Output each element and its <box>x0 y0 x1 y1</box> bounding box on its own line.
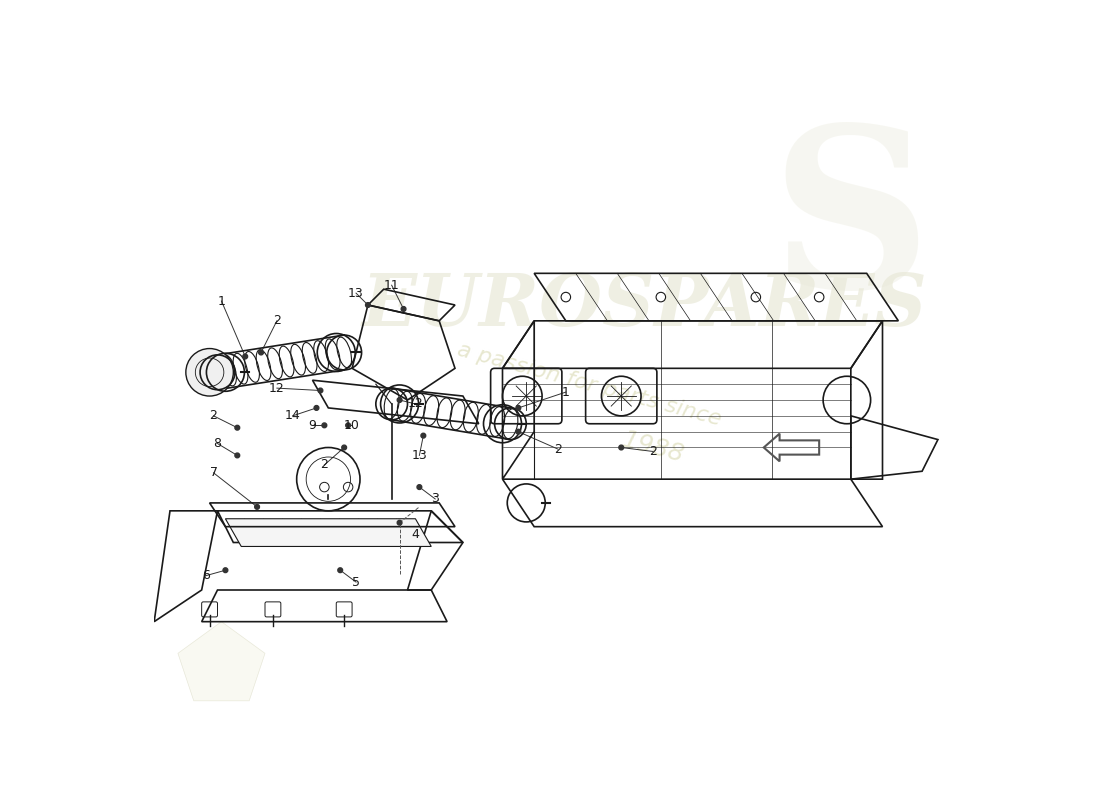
Text: 13: 13 <box>411 449 427 462</box>
Text: EUROSPARES: EUROSPARES <box>362 270 927 341</box>
Circle shape <box>342 445 346 450</box>
Circle shape <box>345 423 351 428</box>
Text: 2: 2 <box>320 458 328 471</box>
Text: 9: 9 <box>309 419 317 432</box>
Circle shape <box>402 306 406 311</box>
Text: 2: 2 <box>554 442 562 455</box>
Text: 4: 4 <box>411 528 419 541</box>
Text: 11: 11 <box>384 278 399 292</box>
Circle shape <box>619 445 624 450</box>
Text: 12: 12 <box>270 382 285 394</box>
Text: 2: 2 <box>210 410 218 422</box>
Text: 10: 10 <box>344 419 360 432</box>
Circle shape <box>243 354 248 359</box>
Circle shape <box>315 406 319 410</box>
Circle shape <box>516 406 520 410</box>
Circle shape <box>365 302 371 307</box>
Circle shape <box>318 388 322 393</box>
Text: 5: 5 <box>352 575 360 589</box>
Circle shape <box>235 426 240 430</box>
Text: S: S <box>771 118 931 334</box>
Circle shape <box>258 350 263 355</box>
Text: 3: 3 <box>431 493 439 506</box>
Text: 1: 1 <box>562 386 570 398</box>
Circle shape <box>397 398 401 402</box>
Text: 1: 1 <box>218 294 226 307</box>
Text: 1988: 1988 <box>619 428 686 467</box>
Circle shape <box>255 505 260 510</box>
Text: 12: 12 <box>407 398 424 410</box>
Circle shape <box>397 520 401 525</box>
Circle shape <box>223 568 228 573</box>
Text: 14: 14 <box>285 410 300 422</box>
Circle shape <box>516 430 520 434</box>
Circle shape <box>322 423 327 428</box>
Text: 7: 7 <box>209 466 218 479</box>
Circle shape <box>417 485 421 490</box>
Circle shape <box>421 434 426 438</box>
Text: 2: 2 <box>649 445 657 458</box>
Circle shape <box>338 568 342 573</box>
Polygon shape <box>178 622 265 701</box>
Circle shape <box>186 349 233 396</box>
Text: 6: 6 <box>201 570 210 582</box>
Circle shape <box>235 453 240 458</box>
Text: 8: 8 <box>213 437 221 450</box>
Text: 13: 13 <box>349 286 364 300</box>
Polygon shape <box>226 518 431 546</box>
Text: 2: 2 <box>273 314 280 327</box>
Text: a passion for parts since: a passion for parts since <box>455 339 724 429</box>
